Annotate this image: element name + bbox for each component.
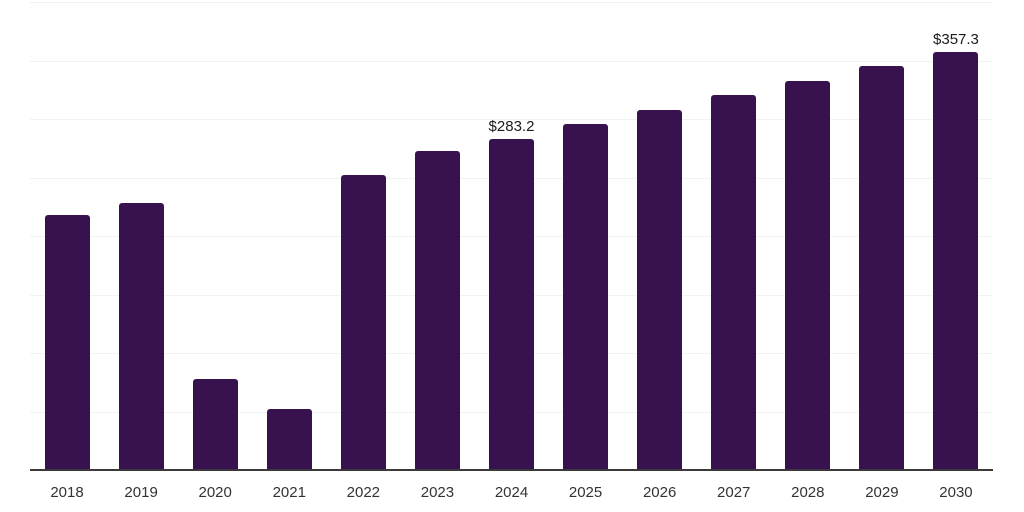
x-tick-label-2020: 2020 <box>198 484 232 501</box>
x-tick-label-2029: 2029 <box>865 484 899 501</box>
bar-2029[interactable] <box>859 66 905 470</box>
bar-2027[interactable] <box>711 95 757 470</box>
data-label-2024: $283.2 <box>488 118 535 135</box>
x-tick-label-2019: 2019 <box>124 484 158 501</box>
bar-2024[interactable] <box>489 139 534 470</box>
x-tick-label-2030: 2030 <box>939 484 973 501</box>
x-tick-label-2021: 2021 <box>272 484 306 501</box>
bar-2026[interactable] <box>637 110 683 470</box>
bar-2030[interactable] <box>933 52 979 470</box>
gridline <box>30 2 993 3</box>
gridline <box>30 60 993 62</box>
x-tick-label-2023: 2023 <box>420 484 455 501</box>
gridline <box>30 119 993 120</box>
bar-2023[interactable] <box>414 151 460 470</box>
x-tick-label-2026: 2026 <box>642 484 677 501</box>
x-axis-line <box>30 469 993 471</box>
bar-2025[interactable] <box>563 124 609 470</box>
x-tick-label-2024: 2024 <box>494 484 529 501</box>
bar-2022[interactable] <box>340 175 386 470</box>
x-tick-label-2025: 2025 <box>568 484 603 501</box>
bar-2028[interactable] <box>785 81 831 470</box>
bar-2020[interactable] <box>192 379 238 470</box>
data-label-2030: $357.3 <box>933 31 979 48</box>
bar-2019[interactable] <box>118 203 164 470</box>
x-tick-label-2022: 2022 <box>346 484 381 501</box>
bar-2018[interactable] <box>44 215 90 470</box>
x-tick-label-2027: 2027 <box>717 484 751 501</box>
x-tick-label-2018: 2018 <box>50 484 84 501</box>
x-tick-label-2028: 2028 <box>791 484 825 501</box>
bar-2021[interactable] <box>266 409 312 470</box>
